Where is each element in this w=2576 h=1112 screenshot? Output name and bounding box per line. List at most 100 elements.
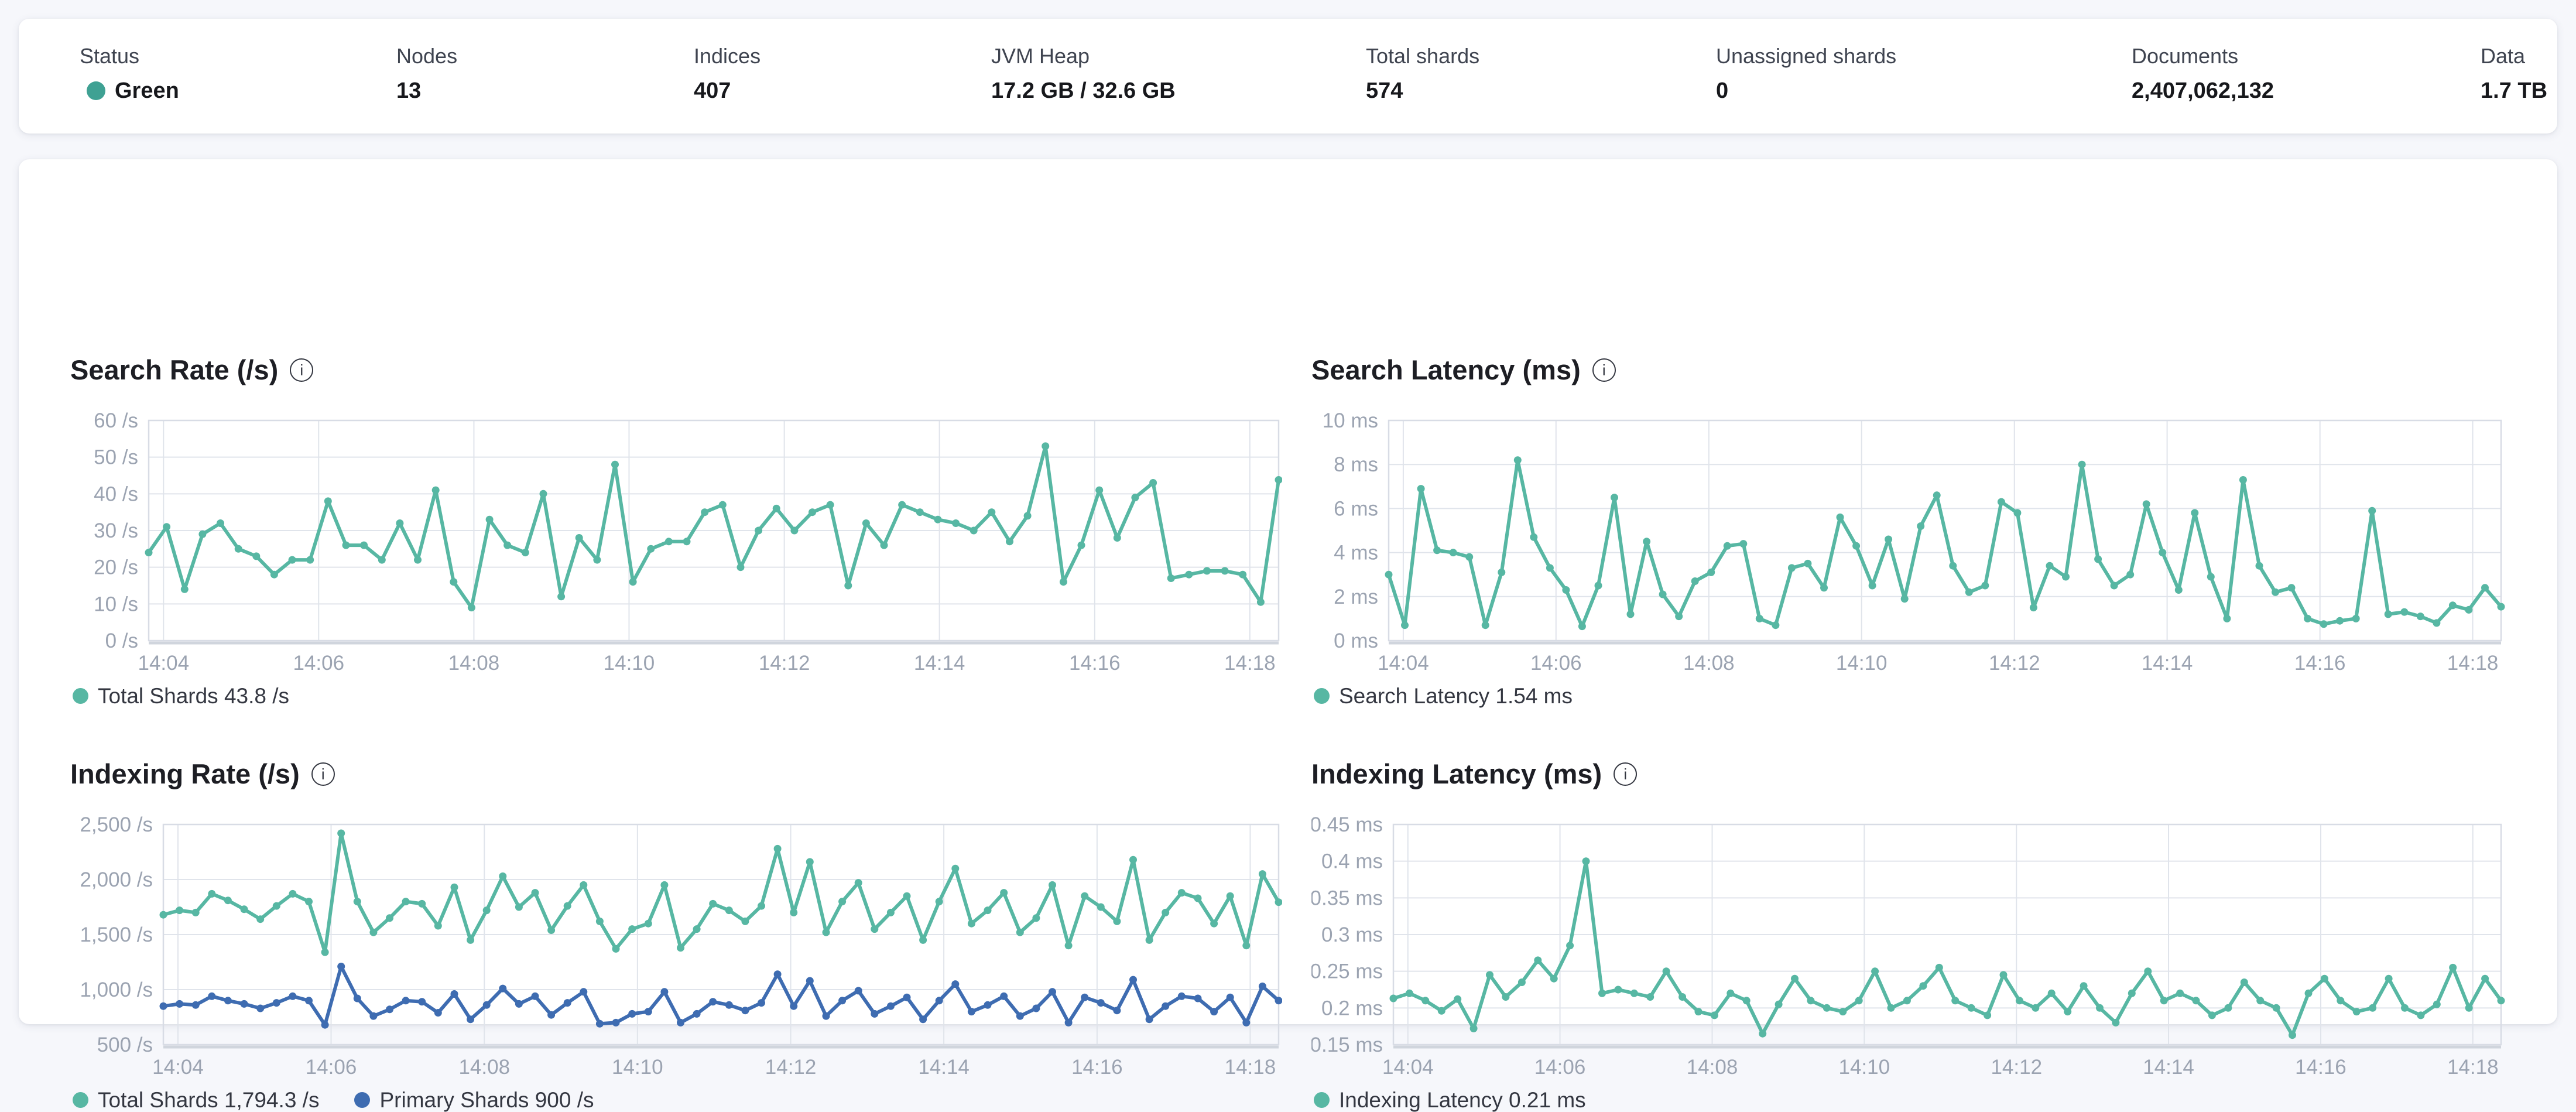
info-icon[interactable]: i [1592,358,1616,382]
svg-text:2 ms: 2 ms [1334,586,1378,608]
data-point [1710,1011,1718,1019]
indexing-latency-chart[interactable]: 0.45 ms 0.4 ms 0.35 ms 0.3 ms 0.25 ms 0.2 ms 0… [1310,809,2506,1090]
svg-text:14:06: 14:06 [293,652,344,675]
data-point [1226,892,1234,900]
info-icon[interactable]: i [1614,762,1638,786]
data-point [886,908,895,916]
data-point [1534,956,1542,964]
data-point [272,902,280,910]
chart-title-search-latency: Search Latency (ms) [1311,354,1581,385]
data-point [984,1001,992,1009]
data-point [809,508,816,516]
indexing-latency-legend: Indexing Latency 0.21 ms [1314,1089,1586,1111]
data-point [434,1009,442,1017]
data-point [2032,1004,2040,1012]
data-point [628,925,636,933]
data-point [903,892,911,900]
info-icon[interactable]: i [311,762,335,786]
data-point [1049,881,1056,889]
data-point [369,928,378,936]
svg-text:14:04: 14:04 [1382,1056,1434,1079]
indexing-rate-legend: Total Shards 1,794.3 /s Primary Shards 90… [73,1089,594,1111]
data-point [886,1002,895,1010]
search-rate-chart[interactable]: 60 /s 50 /s 40 /s 30 /s 20 /s 10 /s 0 /s 14:04 1… [70,405,1283,686]
data-point [1852,542,1861,550]
data-point [628,1010,636,1018]
data-point [305,898,313,906]
svg-text:20 /s: 20 /s [94,556,138,579]
data-point [838,898,847,906]
svg-text:14:08: 14:08 [1687,1056,1738,1079]
data-point [2062,573,2070,581]
data-point [1707,568,1715,576]
data-point [2448,601,2457,610]
data-point [951,980,960,988]
series-line [1392,859,2503,1037]
data-point [903,993,911,1001]
data-point [2080,982,2088,990]
data-point [693,925,701,933]
legend-item: Search Latency 1.54 ms [1314,685,1573,707]
data-point [2337,997,2345,1005]
data-point [305,997,313,1005]
data-point [934,515,942,524]
data-point [984,906,992,915]
data-point [580,881,588,889]
data-point [396,519,404,527]
data-point [1059,578,1067,586]
data-point [1759,1029,1767,1038]
indexing-rate-chart[interactable]: 2,500 /s 2,000 /s 1,500 /s 1,000 /s 500 /s 14… [70,809,1283,1090]
data-point [644,919,652,928]
data-point [2078,460,2086,468]
data-point [563,999,571,1007]
data-point [2046,562,2054,570]
search-latency-chart[interactable]: 10 ms 8 ms 6 ms 4 ms 2 ms 0 ms 14:04 14:06 14:08… [1311,405,2506,686]
legend-color-dot [1314,688,1330,704]
data-point [272,999,280,1007]
data-point [806,858,814,866]
data-point [1385,570,1393,579]
search-latency-legend: Search Latency 1.54 ms [1314,685,1573,707]
legend-color-dot [354,1092,371,1108]
data-point [952,519,960,527]
data-point [224,897,232,905]
svg-text:2,000 /s: 2,000 /s [80,868,153,891]
search-latency-title-row: Search Latency (ms) i [1311,356,1616,384]
svg-text:14:10: 14:10 [604,652,655,675]
data-point [2128,989,2136,997]
data-point [450,578,458,586]
svg-text:14:16: 14:16 [2294,652,2346,675]
data-point [515,903,523,911]
data-point [434,922,442,930]
data-point [1594,581,1602,590]
svg-text:10 /s: 10 /s [94,593,138,615]
data-point [1113,917,1121,925]
metric-indices: Indices 407 [694,44,761,103]
data-point [970,526,978,535]
svg-text:14:10: 14:10 [612,1056,663,1079]
data-point [1885,535,1893,543]
data-point [499,872,507,880]
data-point [2047,989,2056,997]
data-point [1129,976,1137,984]
svg-text:14:18: 14:18 [1225,1056,1276,1079]
svg-text:14:12: 14:12 [1991,1056,2042,1079]
data-point [2191,509,2199,517]
data-point [2223,614,2231,622]
data-point [1221,567,1229,575]
data-point [1167,574,1175,582]
data-point [1772,621,1780,629]
info-icon[interactable]: i [290,358,314,382]
data-point [660,988,669,996]
data-point [677,944,684,952]
data-point [1855,997,1863,1005]
data-point [1502,993,1510,1001]
data-point [2029,604,2037,612]
data-point [1933,491,1941,499]
data-point [1000,992,1008,1000]
status-health-dot [87,81,105,100]
data-point [2352,1008,2361,1016]
data-point [1129,856,1137,864]
data-point [418,899,426,908]
data-point [660,881,669,889]
